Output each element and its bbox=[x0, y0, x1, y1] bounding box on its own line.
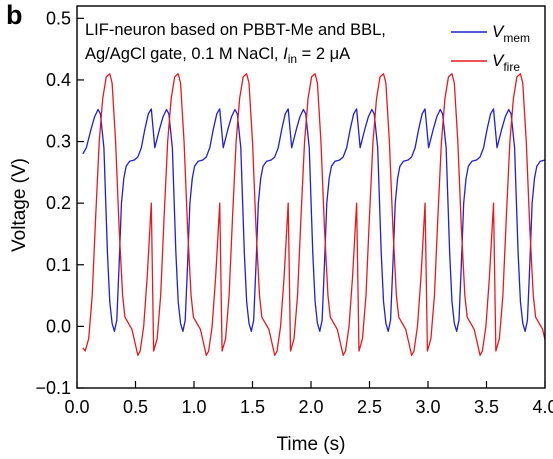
annotation-line-2: Ag/AgCl gate, 0.1 M NaCl, Iin = 2 μA bbox=[85, 45, 350, 66]
x-tick-label: 1.0 bbox=[181, 397, 206, 417]
annotation-line-2-prefix: Ag/AgCl gate, 0.1 M NaCl, bbox=[85, 45, 283, 63]
annotation-current-subscript: in bbox=[288, 52, 297, 66]
legend-vmem-symbol: V bbox=[492, 22, 505, 41]
x-tick-label: 0.0 bbox=[64, 397, 89, 417]
legend-vmem-subscript: mem bbox=[503, 31, 530, 45]
x-tick-label: 2.5 bbox=[357, 397, 382, 417]
annotation-line-1: LIF-neuron based on PBBT-Me and BBL, bbox=[85, 21, 386, 39]
x-tick-label: 1.5 bbox=[240, 397, 265, 417]
y-tick-label: 0.4 bbox=[46, 70, 71, 90]
legend-entry-vmem: Vmem bbox=[492, 22, 530, 45]
series-line-mem bbox=[82, 108, 545, 332]
y-tick-label: 0.2 bbox=[46, 193, 71, 213]
x-axis-ticks: 0.0 0.5 1.0 1.5 2.0 2.5 3.0 3.5 4.0 bbox=[64, 381, 553, 417]
y-tick-label: 0.1 bbox=[46, 255, 71, 275]
x-tick-label: 2.0 bbox=[298, 397, 323, 417]
series-line-fire bbox=[82, 73, 545, 356]
annotation-line-2-suffix: = 2 μA bbox=[297, 45, 350, 63]
x-tick-label: 3.5 bbox=[474, 397, 499, 417]
y-tick-label: 0.0 bbox=[46, 316, 71, 336]
y-axis-ticks: −0.1 0.0 0.1 0.2 0.3 0.4 0.5 bbox=[35, 8, 84, 398]
x-axis-label: Time (s) bbox=[277, 434, 346, 455]
y-axis-label: Voltage (V) bbox=[9, 158, 30, 252]
panel-label: b bbox=[6, 0, 23, 30]
legend: Vmem Vfire bbox=[451, 22, 530, 74]
legend-entry-vfire: Vfire bbox=[492, 51, 520, 74]
y-tick-label: −0.1 bbox=[35, 378, 71, 398]
legend-vfire-subscript: fire bbox=[503, 60, 520, 74]
x-tick-label: 4.0 bbox=[532, 397, 553, 417]
y-tick-label: 0.3 bbox=[46, 132, 71, 152]
annotation-current-symbol: I bbox=[283, 45, 288, 63]
x-tick-label: 0.5 bbox=[123, 397, 148, 417]
y-tick-label: 0.5 bbox=[46, 8, 71, 28]
legend-vfire-symbol: V bbox=[492, 51, 505, 70]
x-tick-label: 3.0 bbox=[415, 397, 440, 417]
series-layer bbox=[82, 73, 545, 356]
